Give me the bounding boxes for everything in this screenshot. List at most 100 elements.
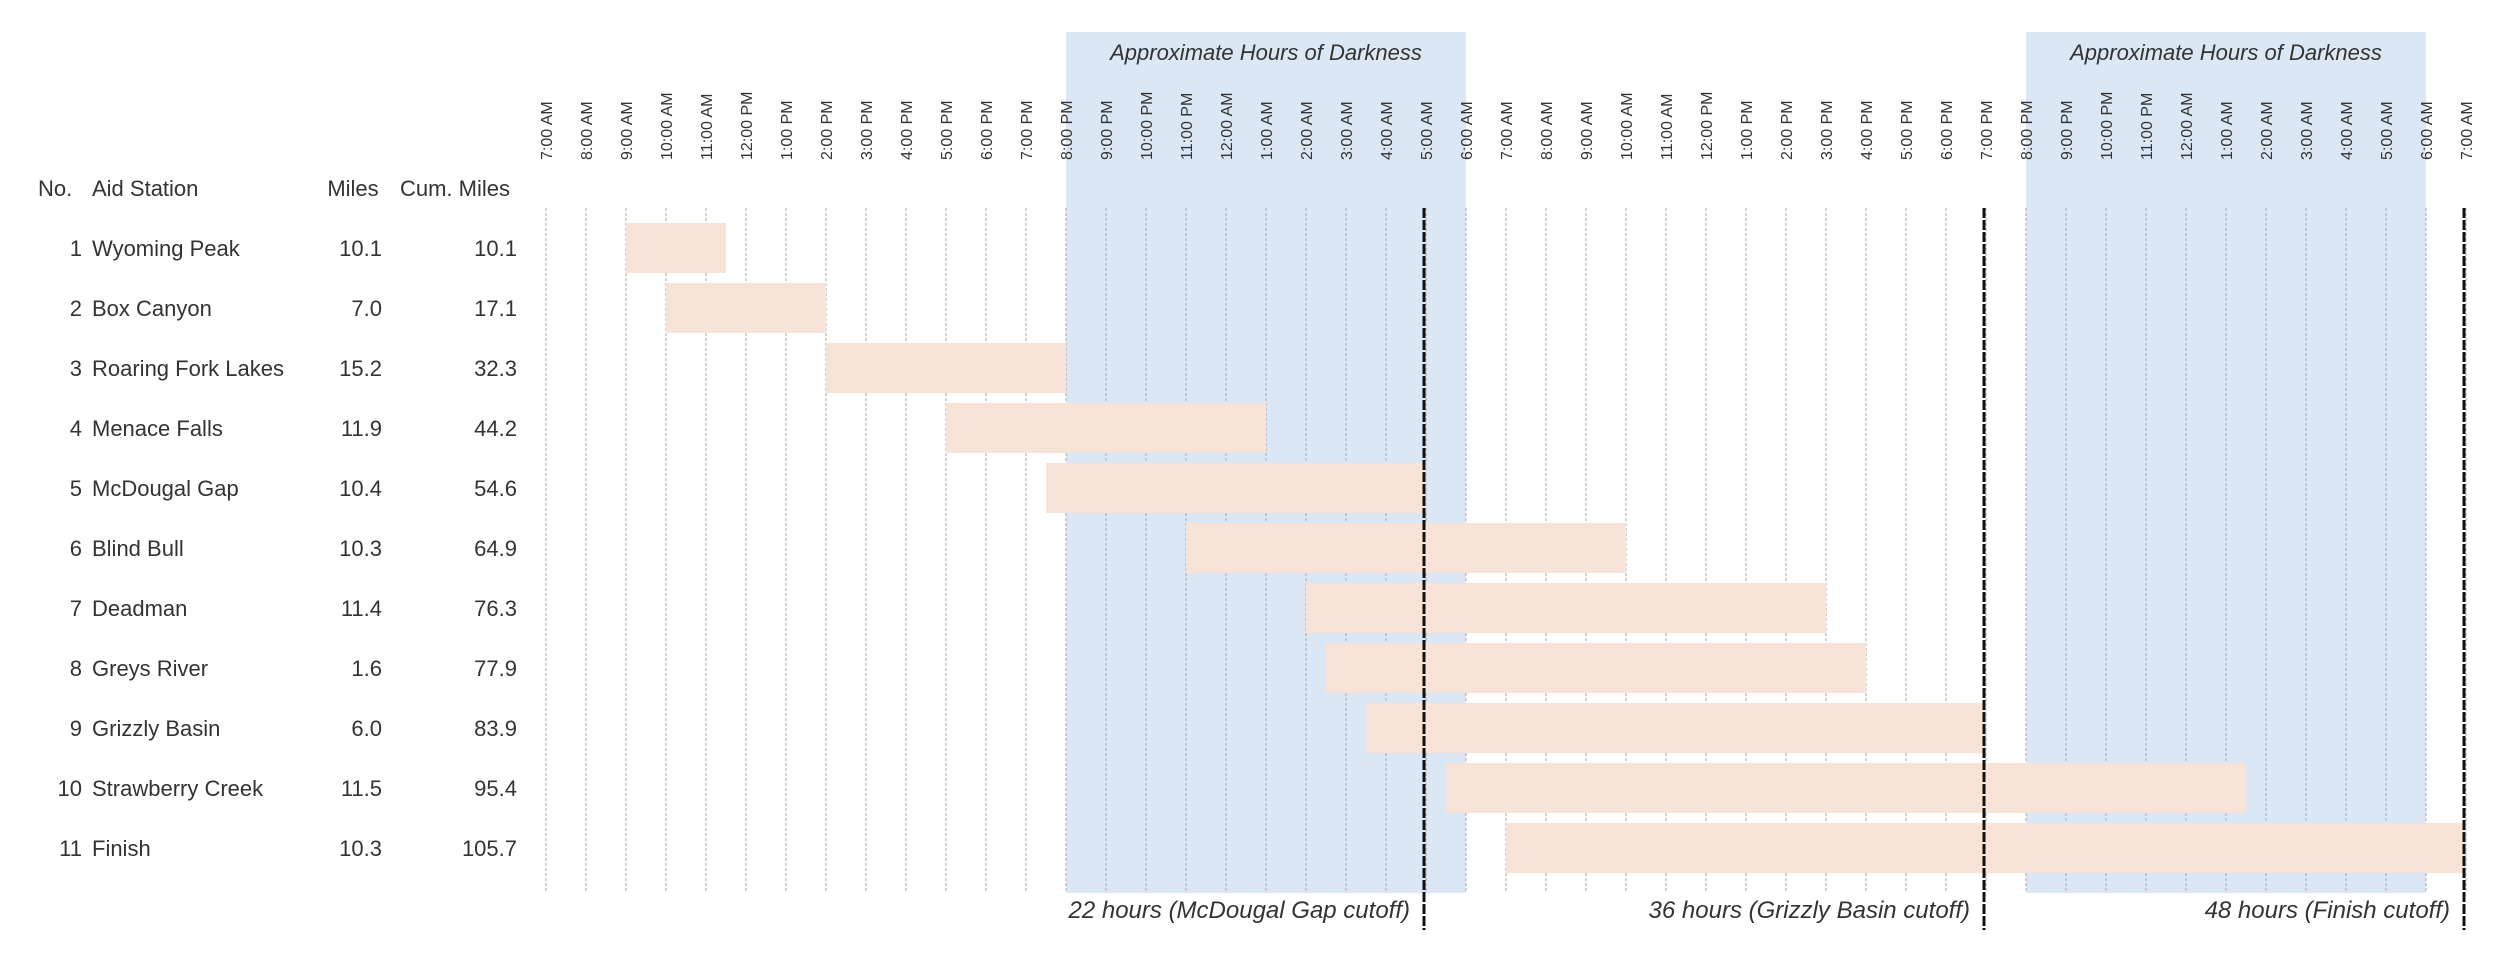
row-no-7: 7 (70, 596, 82, 621)
tick-label-38: 9:00 PM (2059, 100, 2076, 160)
tick-label-13: 8:00 PM (1059, 100, 1076, 160)
row-station-3: Roaring Fork Lakes (92, 356, 284, 381)
bar-5 (1046, 463, 1426, 513)
row-cum-7: 76.3 (474, 596, 517, 621)
tick-label-2: 9:00 AM (619, 101, 636, 160)
darkness-label-1: Approximate Hours of Darkness (1108, 40, 1422, 65)
bar-9 (1366, 703, 1986, 753)
tick-label-30: 1:00 PM (1739, 100, 1756, 160)
row-cum-10: 95.4 (474, 776, 517, 801)
tick-label-19: 2:00 AM (1299, 101, 1316, 160)
tick-label-11: 6:00 PM (979, 100, 996, 160)
row-no-3: 3 (70, 356, 82, 381)
tick-label-0: 7:00 AM (539, 101, 556, 160)
row-cum-2: 17.1 (474, 296, 517, 321)
tick-label-12: 7:00 PM (1019, 100, 1036, 160)
tick-label-41: 12:00 AM (2179, 92, 2196, 160)
tick-label-4: 11:00 AM (699, 94, 716, 160)
tick-label-33: 4:00 PM (1859, 100, 1876, 160)
row-cum-5: 54.6 (474, 476, 517, 501)
cutoff-label-2: 36 hours (Grizzly Basin cutoff) (1649, 897, 1970, 924)
row-miles-8: 1.6 (351, 656, 382, 681)
header-aid-station: Aid Station (92, 176, 198, 201)
row-miles-6: 10.3 (339, 536, 382, 561)
tick-label-5: 12:00 PM (739, 92, 756, 160)
tick-label-15: 10:00 PM (1139, 92, 1156, 160)
tick-label-7: 2:00 PM (819, 100, 836, 160)
bar-3 (826, 343, 1066, 393)
tick-label-22: 5:00 AM (1419, 101, 1436, 160)
row-no-9: 9 (70, 716, 82, 741)
row-station-4: Menace Falls (92, 416, 223, 441)
bar-2 (666, 283, 826, 333)
tick-label-6: 1:00 PM (779, 100, 796, 160)
row-station-8: Greys River (92, 656, 208, 681)
tick-label-31: 2:00 PM (1779, 100, 1796, 160)
tick-label-1: 8:00 AM (579, 101, 596, 160)
tick-label-44: 3:00 AM (2299, 101, 2316, 160)
tick-label-29: 12:00 PM (1699, 92, 1716, 160)
tick-label-32: 3:00 PM (1819, 100, 1836, 160)
tick-label-43: 2:00 AM (2259, 101, 2276, 160)
tick-label-9: 4:00 PM (899, 100, 916, 160)
tick-label-17: 12:00 AM (1219, 92, 1236, 160)
row-cum-4: 44.2 (474, 416, 517, 441)
row-cum-3: 32.3 (474, 356, 517, 381)
bar-6 (1186, 523, 1626, 573)
header-no: No. (38, 176, 72, 201)
tick-label-16: 11:00 PM (1179, 93, 1196, 160)
bar-10 (1446, 763, 2246, 813)
row-no-8: 8 (70, 656, 82, 681)
row-cum-1: 10.1 (474, 236, 517, 261)
tick-label-8: 3:00 PM (859, 100, 876, 160)
hour-tick-labels: 7:00 AM 8:00 AM 9:00 AM 10:00 AM 11:00 AM 12:… (539, 92, 2476, 160)
row-miles-2: 7.0 (351, 296, 382, 321)
tick-label-34: 5:00 PM (1899, 100, 1916, 160)
tick-label-37: 8:00 PM (2019, 100, 2036, 160)
tick-label-45: 4:00 AM (2339, 101, 2356, 160)
cutoff-markers: 22 hours (McDougal Gap cutoff) 36 hours (… (1068, 208, 2466, 930)
tick-label-23: 6:00 AM (1459, 101, 1476, 160)
tick-label-3: 10:00 AM (659, 92, 676, 160)
row-cum-6: 64.9 (474, 536, 517, 561)
aid-station-table: No. Aid Station Miles Cum. Miles 1 Wyomin… (38, 176, 517, 861)
tick-label-28: 11:00 AM (1659, 94, 1676, 160)
tick-label-20: 3:00 AM (1339, 101, 1356, 160)
row-miles-4: 11.9 (341, 416, 382, 441)
row-station-6: Blind Bull (92, 536, 184, 561)
tick-label-42: 1:00 AM (2219, 101, 2236, 160)
row-station-11: Finish (92, 836, 151, 861)
tick-label-14: 9:00 PM (1099, 100, 1116, 160)
tick-label-27: 10:00 AM (1619, 92, 1636, 160)
bar-7 (1306, 583, 1826, 633)
tick-label-40: 11:00 PM (2139, 93, 2156, 160)
row-miles-11: 10.3 (339, 836, 382, 861)
tick-label-10: 5:00 PM (939, 100, 956, 160)
row-miles-10: 11.5 (341, 776, 382, 801)
tick-label-25: 8:00 AM (1539, 101, 1556, 160)
row-no-6: 6 (70, 536, 82, 561)
row-no-4: 4 (70, 416, 82, 441)
row-no-1: 1 (70, 236, 82, 261)
tick-label-21: 4:00 AM (1379, 101, 1396, 160)
tick-label-24: 7:00 AM (1499, 101, 1516, 160)
tick-label-48: 7:00 AM (2459, 101, 2476, 160)
time-window-bars (626, 223, 2466, 873)
cutoff-label-3: 48 hours (Finish cutoff) (2205, 897, 2450, 924)
row-station-5: McDougal Gap (92, 476, 239, 501)
row-station-2: Box Canyon (92, 296, 212, 321)
row-miles-9: 6.0 (351, 716, 382, 741)
bar-8 (1326, 643, 1866, 693)
bar-4 (946, 403, 1266, 453)
bar-1 (626, 223, 726, 273)
row-station-7: Deadman (92, 596, 187, 621)
row-cum-8: 77.9 (474, 656, 517, 681)
header-cum-miles: Cum. Miles (400, 176, 510, 201)
darkness-label-2: Approximate Hours of Darkness (2068, 40, 2382, 65)
row-miles-7: 11.4 (341, 596, 382, 621)
tick-label-46: 5:00 AM (2379, 101, 2396, 160)
row-cum-9: 83.9 (474, 716, 517, 741)
row-cum-11: 105.7 (462, 836, 517, 861)
row-station-9: Grizzly Basin (92, 716, 220, 741)
